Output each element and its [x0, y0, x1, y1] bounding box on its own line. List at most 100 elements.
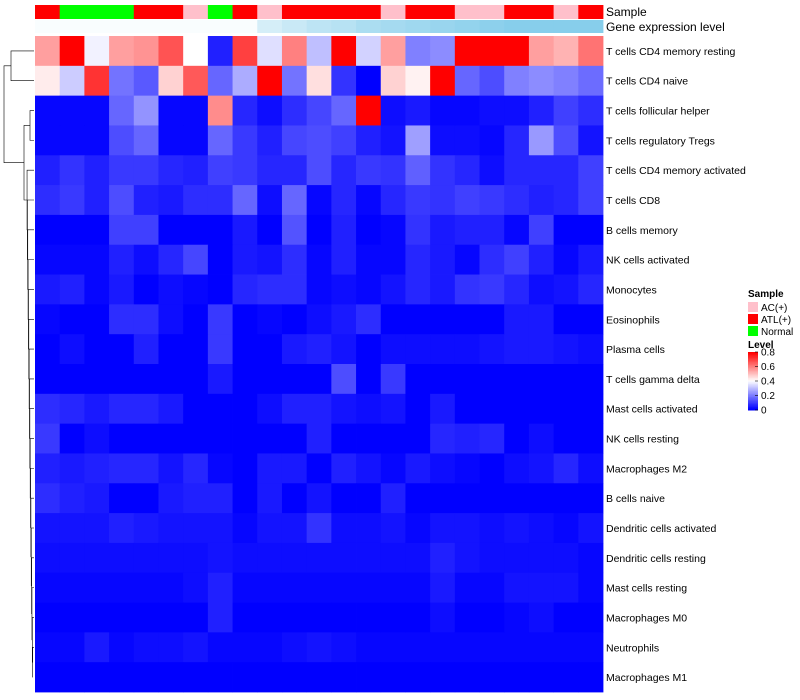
heatmap-cell	[504, 334, 530, 365]
heatmap-cell	[109, 36, 135, 67]
heatmap-cell	[232, 65, 258, 97]
heatmap-cell	[84, 185, 110, 216]
heatmap-cell	[232, 36, 258, 67]
heatmap-cell	[133, 125, 159, 156]
heatmap-cell	[553, 304, 579, 335]
heatmap-cell	[59, 393, 85, 425]
heatmap-cell	[207, 483, 233, 514]
heatmap-cell	[35, 393, 61, 425]
heatmap-cell	[479, 542, 505, 574]
heatmap-cell	[479, 214, 505, 246]
heatmap-cell	[232, 364, 258, 395]
heatmap-cell	[331, 483, 357, 514]
expression-annotation-cell	[356, 20, 382, 33]
heatmap-cell	[430, 304, 456, 335]
heatmap-cell	[109, 483, 135, 514]
heatmap-cell	[109, 602, 135, 633]
heatmap-cell	[207, 36, 233, 67]
heatmap-cell	[528, 364, 555, 395]
heatmap-cell	[405, 185, 431, 216]
heatmap-cell	[281, 423, 308, 454]
heatmap-cell	[578, 304, 604, 335]
heatmap-cell	[479, 125, 505, 156]
heatmap-cell	[306, 65, 332, 97]
heatmap-cell	[133, 274, 159, 305]
heatmap-cell	[380, 662, 406, 693]
heatmap-cell	[331, 632, 357, 663]
dendrogram-branch	[32, 646, 34, 678]
sample-annotation-cell	[84, 5, 110, 19]
heatmap-cell	[430, 572, 456, 603]
heatmap-cell	[232, 423, 258, 454]
row-label: Dendritic cells resting	[606, 553, 706, 565]
heatmap-cell	[553, 662, 579, 693]
heatmap-cell	[257, 244, 283, 275]
heatmap-cell	[504, 572, 530, 603]
heatmap-cell	[553, 572, 579, 603]
heatmap-cell	[59, 155, 85, 186]
expression-annotation-cell	[331, 20, 357, 33]
heatmap-cell	[183, 483, 209, 514]
expression-annotation-cell	[578, 20, 604, 33]
heatmap-cell	[430, 214, 456, 246]
heatmap-cell	[84, 364, 110, 395]
heatmap-cell	[405, 453, 431, 484]
sample-annotation-cell	[528, 5, 555, 19]
heatmap-cell	[553, 95, 579, 126]
colorbar-segment	[748, 375, 758, 378]
heatmap-cell	[59, 125, 85, 156]
heatmap-cell	[84, 65, 110, 97]
heatmap-cell	[207, 125, 233, 156]
level-legend-title: Level	[748, 340, 774, 351]
level-colorbar: 0.8 0.6 0.4 0.2 0	[748, 348, 775, 417]
heatmap-cell	[84, 36, 110, 67]
colorbar-segment	[748, 402, 758, 405]
heatmap-cell	[356, 602, 382, 633]
sample-annotation-cell	[306, 5, 332, 19]
sample-annotation-cell	[207, 5, 233, 19]
colorbar-segment	[748, 365, 758, 367]
colorbar-segment	[748, 401, 758, 404]
heatmap-cell	[207, 513, 233, 544]
heatmap-cell	[454, 662, 480, 693]
heatmap-cell	[306, 602, 332, 633]
colorbar-segment	[748, 383, 758, 386]
heatmap-cell	[59, 65, 85, 97]
heatmap-cell	[454, 65, 480, 97]
heatmap-cell	[84, 542, 110, 574]
heatmap-cell	[59, 453, 85, 484]
heatmap-cell	[232, 602, 258, 633]
heatmap-cell	[430, 65, 456, 97]
heatmap-cell	[257, 304, 283, 335]
heatmap-cell	[133, 572, 159, 603]
heatmap-cell	[183, 632, 209, 663]
heatmap-cell	[281, 602, 308, 633]
heatmap-cell	[430, 483, 456, 514]
heatmap-cell	[504, 364, 530, 395]
heatmap-cell	[553, 423, 579, 454]
heatmap-cell	[578, 393, 604, 425]
heatmap-cell	[454, 602, 480, 633]
heatmap-cell	[528, 572, 555, 603]
heatmap-cell	[35, 572, 61, 603]
heatmap-cell	[479, 602, 505, 633]
heatmap-cell	[430, 155, 456, 186]
heatmap-cell	[356, 185, 382, 216]
heatmap-cell	[380, 214, 406, 246]
row-label: NK cells resting	[606, 434, 679, 446]
colorbar-segment	[748, 405, 758, 408]
heatmap-cell	[183, 65, 209, 97]
heatmap-cell	[504, 155, 530, 186]
heatmap-cell	[59, 274, 85, 305]
heatmap-cell	[405, 393, 431, 425]
heatmap-cell	[380, 334, 406, 365]
heatmap-cell	[528, 155, 555, 186]
heatmap-cell	[133, 304, 159, 335]
heatmap-cell	[553, 155, 579, 186]
heatmap-cell	[133, 214, 159, 246]
heatmap-cell	[183, 304, 209, 335]
row-label: T cells regulatory Tregs	[606, 135, 715, 147]
heatmap-cell	[183, 334, 209, 365]
heatmap-cell	[158, 244, 184, 275]
heatmap-cell	[257, 632, 283, 663]
